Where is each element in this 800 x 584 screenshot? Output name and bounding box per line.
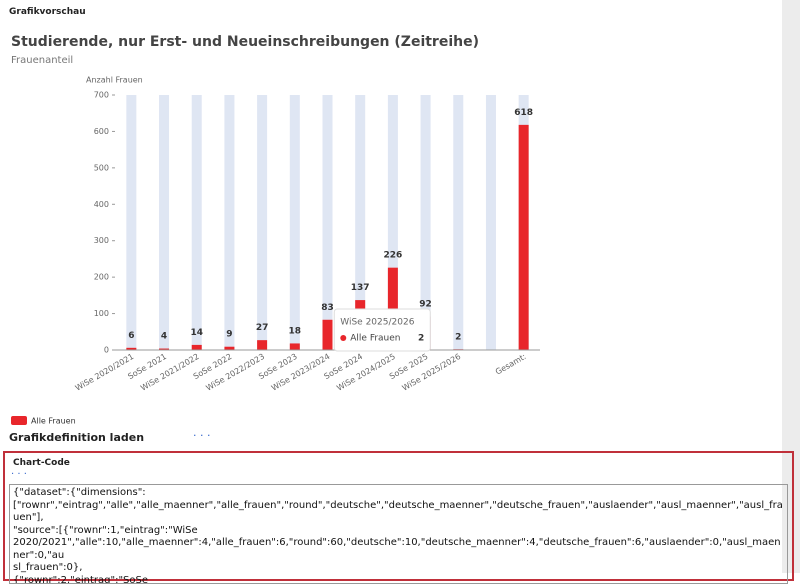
data-label: 9	[226, 330, 232, 340]
bar-background	[453, 95, 463, 350]
data-label: 92	[419, 299, 432, 309]
data-label: 14	[190, 328, 203, 338]
code-line: 2020/2021","alle":10,"alle_maenner":4,"a…	[13, 537, 784, 562]
chart: Studierende, nur Erst- und Neueinschreib…	[0, 20, 780, 435]
data-label: 18	[289, 326, 302, 336]
bar-background	[159, 95, 169, 350]
data-label: 2	[455, 332, 461, 342]
legend-label: Alle Frauen	[31, 417, 76, 426]
link[interactable]: Grafikdefinition laden	[9, 431, 144, 444]
tooltip-box	[334, 309, 430, 351]
bar	[519, 125, 529, 350]
data-label: 137	[351, 283, 370, 293]
tooltip-value: 2	[418, 334, 424, 344]
section-title: Grafikvorschau	[9, 7, 86, 17]
bar	[323, 320, 333, 350]
bar-background	[192, 95, 202, 350]
y-axis-label: Anzahl Frauen	[86, 76, 143, 85]
tooltip-title: WiSe 2025/2026	[340, 318, 414, 328]
bar	[257, 340, 267, 350]
bar-background	[257, 95, 267, 350]
menu-dots[interactable]: · · ·	[11, 469, 27, 480]
x-tick-label: WiSe 2021/2022	[139, 352, 201, 393]
bar	[192, 345, 202, 350]
y-tick-label: 0	[104, 346, 109, 355]
x-tick-label: WiSe 2025/2026	[401, 352, 463, 393]
x-tick-label: WiSe 2023/2024	[270, 352, 332, 393]
x-tick-label: WiSe 2022/2023	[205, 352, 267, 393]
data-label: 226	[383, 251, 402, 261]
y-tick-label: 700	[94, 91, 109, 100]
panel-title: Chart-Code	[13, 458, 70, 468]
tooltip-marker	[340, 335, 346, 341]
x-tick-label: WiSe 2024/2025	[335, 352, 397, 393]
bar-background	[224, 95, 234, 350]
y-tick-label: 600	[94, 127, 109, 136]
tooltip: WiSe 2025/2026 Alle Frauen 2	[334, 309, 430, 351]
data-label: 618	[514, 108, 533, 118]
y-tick-label: 500	[94, 163, 109, 172]
data-label: 83	[321, 303, 334, 313]
code-line: {"rownr":2,"eintrag":"SoSe	[13, 575, 784, 584]
data-label: 4	[161, 332, 167, 342]
data-label: 6	[128, 331, 134, 341]
code-line: "source":[{"rownr":1,"eintrag":"WiSe	[13, 525, 784, 538]
tooltip-series: Alle Frauen	[350, 334, 400, 344]
chart-subtitle: Frauenanteil	[11, 55, 73, 66]
y-tick-label: 100	[94, 309, 109, 318]
y-tick-label: 200	[94, 273, 109, 282]
chart-title: Studierende, nur Erst- und Neueinschreib…	[11, 34, 479, 50]
bar-background	[126, 95, 136, 350]
menu-dots[interactable]: · · ·	[193, 429, 210, 442]
bar	[290, 343, 300, 350]
y-tick-label: 400	[94, 200, 109, 209]
code-panel: Chart-Code · · · {"dataset":{"dimensions…	[3, 451, 794, 581]
bar-background	[290, 95, 300, 350]
code-line: {"dataset":{"dimensions":	[13, 487, 784, 500]
bar-background	[486, 95, 496, 350]
legend-swatch	[11, 416, 27, 425]
code-area[interactable]: {"dataset":{"dimensions":["rownr","eintr…	[9, 484, 788, 584]
y-tick-label: 300	[94, 236, 109, 245]
code-line: ["rownr","eintrag","alle","alle_maenner"…	[13, 500, 784, 525]
x-tick-label: Gesamt:	[494, 352, 528, 377]
data-label: 27	[256, 323, 269, 333]
x-tick-label: WiSe 2020/2021	[74, 352, 136, 393]
